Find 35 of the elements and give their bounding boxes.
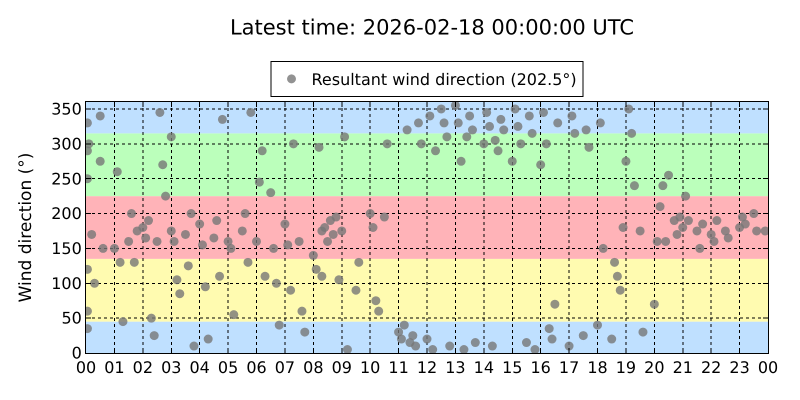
x-tick-label: 00 <box>76 358 96 378</box>
x-tick-label: 22 <box>700 358 722 378</box>
x-tick-label: 08 <box>303 358 324 378</box>
x-tick-label: 17 <box>558 358 580 378</box>
chart-title: Latest time: 2026-02-18 00:00:00 UTC <box>230 16 634 40</box>
x-tick-label: 01 <box>104 358 125 378</box>
x-tick-label: 14 <box>474 358 494 378</box>
x-tick-label: 23 <box>729 358 750 378</box>
x-tick-label: 21 <box>672 358 693 378</box>
x-tick-label: 09 <box>332 358 352 378</box>
y-tick-label: 350 <box>51 100 82 119</box>
x-tick-label: 12 <box>416 358 438 378</box>
y-tick-label: 300 <box>51 134 82 154</box>
x-tick-label: 02 <box>132 358 154 378</box>
x-tick-label: 04 <box>189 358 210 378</box>
x-tick-label: 00 <box>758 358 778 378</box>
x-tick-label: 16 <box>530 358 551 378</box>
x-tick-label: 06 <box>246 358 267 378</box>
x-tick-label: 20 <box>644 358 665 378</box>
y-tick-label: 250 <box>51 169 82 188</box>
y-tick-label: 150 <box>51 239 82 258</box>
x-tick-label: 13 <box>445 358 466 378</box>
x-tick-label: 03 <box>161 358 182 378</box>
x-tick-label: 11 <box>388 358 409 378</box>
y-axis-title: Wind direction (°) <box>16 152 36 302</box>
x-tick-label: 07 <box>274 358 296 378</box>
legend-label: Resultant wind direction (202.5°) <box>312 70 577 90</box>
y-tick-label: 100 <box>51 274 82 293</box>
x-tick-label: 18 <box>587 358 608 378</box>
y-tick-label: 50 <box>61 308 82 328</box>
x-tick-label: 15 <box>502 358 522 378</box>
x-tick-label: 19 <box>616 358 636 378</box>
y-tick-label: 200 <box>51 204 82 224</box>
x-tick-label: 05 <box>218 358 238 378</box>
x-tick-label: 10 <box>360 358 380 378</box>
